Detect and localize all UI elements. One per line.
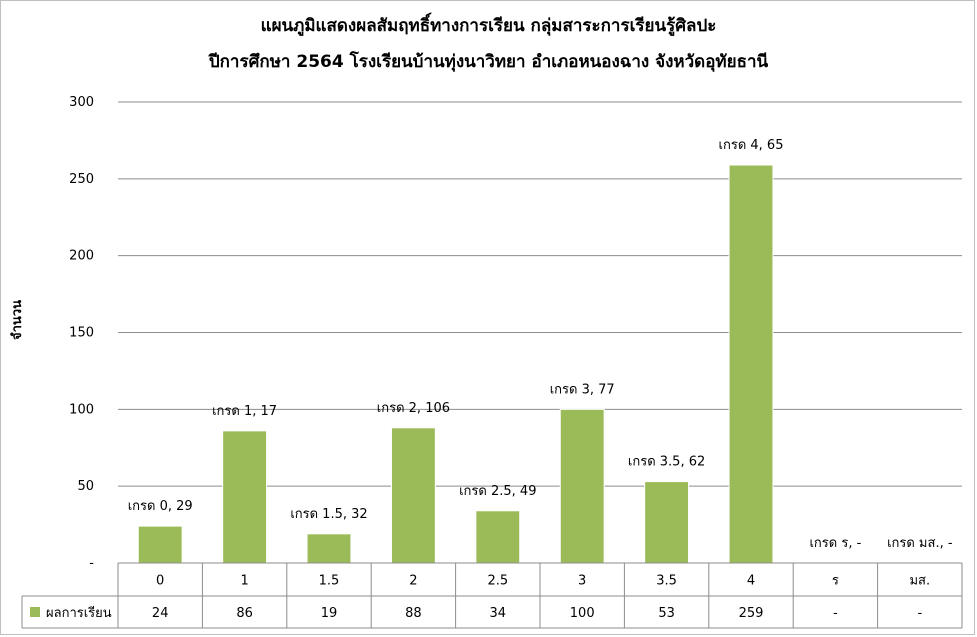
x-tick-label: 2.5 (487, 574, 508, 589)
table-cell: 100 (570, 606, 595, 621)
data-label: เกรด 0, 29 (128, 499, 193, 514)
data-label: เกรด 4, 65 (719, 138, 784, 153)
legend-swatch (30, 607, 40, 617)
chart-subtitle: ปีการศึกษา 2564 โรงเรียนบ้านทุ่งนาวิทยา … (208, 52, 769, 72)
y-tick-label: - (89, 556, 94, 571)
x-tick-label: 0 (156, 574, 164, 589)
data-label: เกรด 3.5, 62 (628, 455, 705, 470)
y-tick-label: 150 (69, 326, 94, 341)
data-label: เกรด 3, 77 (550, 382, 615, 397)
table-cell: 34 (490, 606, 507, 621)
chart-title: แผนภูมิแสดงผลสัมฤทธิ์ทางการเรียน กลุ่มสา… (260, 16, 717, 36)
bar (390, 427, 436, 564)
x-tick-label: 2 (409, 574, 417, 589)
bar (559, 408, 605, 564)
bar (137, 525, 183, 564)
y-tick-label: 100 (69, 402, 94, 417)
y-tick-label: 50 (77, 479, 94, 494)
x-tick-label: มส. (909, 574, 930, 589)
data-label: เกรด ร, - (809, 536, 861, 551)
x-tick-label: 4 (747, 574, 755, 589)
table-cell: 259 (739, 606, 764, 621)
x-tick-label: 1 (240, 574, 248, 589)
table-cell: 24 (152, 606, 169, 621)
bar (306, 533, 352, 564)
table-cell: 86 (236, 606, 253, 621)
legend-label: ผลการเรียน (46, 605, 112, 621)
y-tick-label: 250 (69, 172, 94, 187)
x-tick-label: 1.5 (319, 574, 340, 589)
y-tick-label: 300 (69, 95, 94, 110)
data-label: เกรด 1, 17 (212, 404, 277, 419)
table-cell: 19 (321, 606, 338, 621)
bar (728, 164, 774, 564)
y-tick-label: 200 (69, 249, 94, 264)
bar (222, 430, 268, 564)
table-cell: 88 (405, 606, 422, 621)
bar (475, 510, 521, 564)
data-label: เกรด 2, 106 (377, 401, 450, 416)
x-tick-label: 3.5 (656, 574, 677, 589)
table-cell: - (917, 606, 922, 621)
data-label: เกรด 1.5, 32 (290, 507, 367, 522)
bar (644, 481, 690, 564)
table-cell: - (833, 606, 838, 621)
data-label: เกรด มส., - (887, 536, 953, 551)
x-tick-label: ร (832, 574, 839, 589)
x-tick-label: 3 (578, 574, 586, 589)
table-cell: 53 (658, 606, 675, 621)
data-label: เกรด 2.5, 49 (459, 484, 536, 499)
